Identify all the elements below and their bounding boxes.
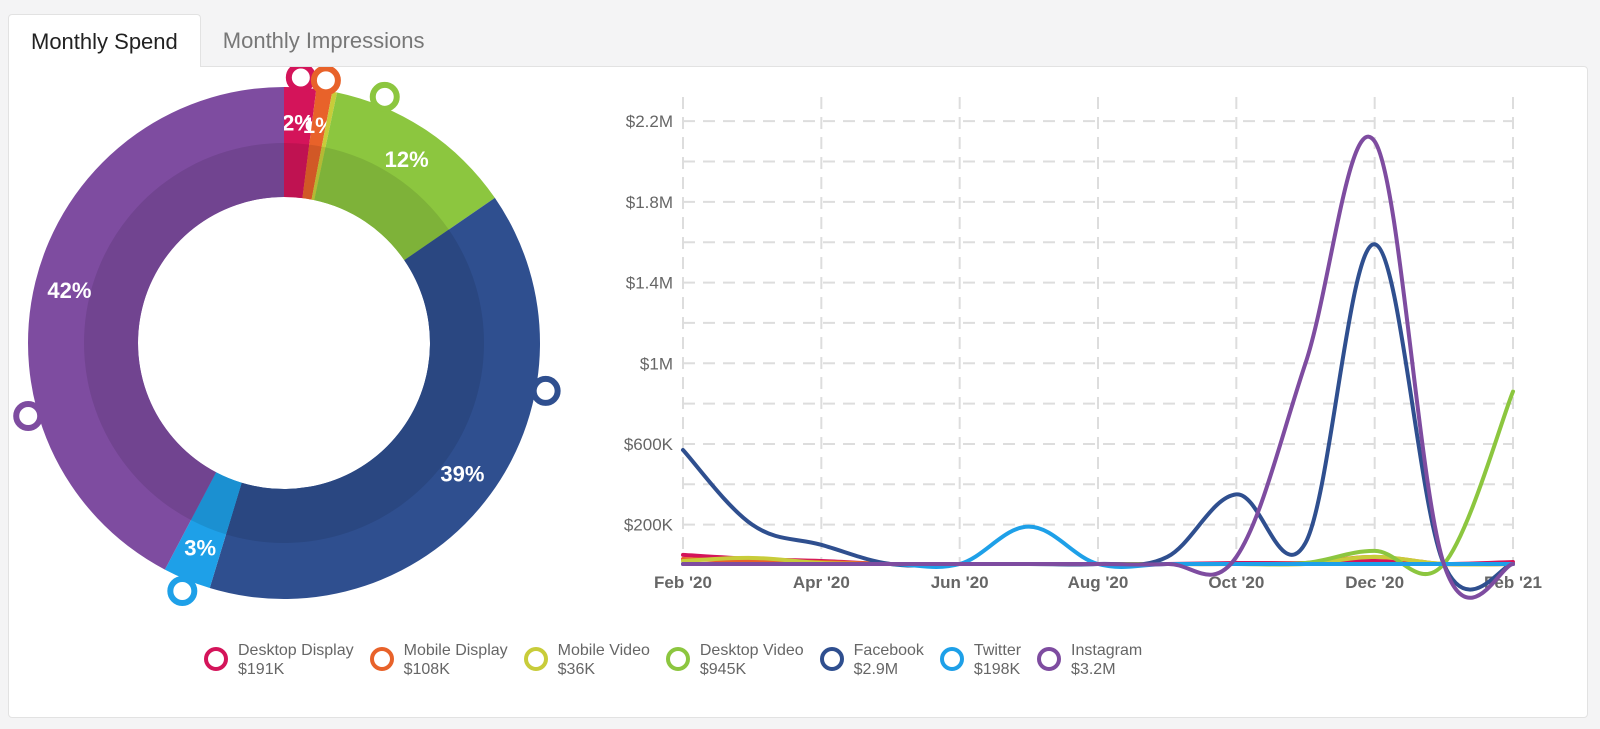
legend-value: $36K [557, 661, 596, 678]
legend-label: Mobile Video [557, 642, 650, 659]
donut-marker-mobile-display[interactable] [310, 67, 341, 96]
x-tick-label: Jun '20 [931, 573, 989, 592]
legend-item-mobile-video[interactable]: Mobile Video $36K [523, 641, 650, 679]
legend-item-desktop-video[interactable]: Desktop Video $945K [665, 641, 804, 679]
legend-marker [1037, 647, 1062, 671]
legend-item-desktop-display[interactable]: Desktop Display $191K [204, 641, 354, 679]
series-line-facebook[interactable] [681, 242, 1515, 592]
legend-item-twitter[interactable]: Twitter $198K [939, 641, 1022, 679]
legend-value: $2.9M [853, 661, 899, 678]
legend-marker [204, 647, 228, 671]
tab-monthly-impressions[interactable]: Monthly Impressions [222, 28, 425, 53]
donut-slice-label: 3% [184, 535, 216, 560]
legend-item-facebook[interactable]: Facebook $2.9M [819, 641, 924, 679]
x-tick-label: Feb '20 [654, 573, 712, 592]
series-line-instagram[interactable] [681, 134, 1515, 600]
donut-slice-label: 39% [440, 461, 484, 486]
legend-label: Desktop Video [699, 642, 804, 659]
legend-marker [665, 647, 690, 671]
legend-label: Twitter [973, 642, 1022, 659]
legend: Desktop Display $191K Mobile Display $108K… [204, 641, 1158, 679]
donut-slice-mobile-display[interactable] [302, 89, 333, 200]
donut-slice-mobile-video[interactable] [311, 91, 338, 201]
legend-label: Desktop Display [238, 642, 354, 659]
legend-value: $198K [973, 661, 1021, 678]
x-tick-label: Dec '20 [1345, 573, 1404, 592]
legend-value: $3.2M [1071, 661, 1116, 678]
legend-marker [939, 647, 964, 671]
chart-panel: 2% 1% 12% 39% 3% 42% $200K $600K $1M $1.4M $1.8M $… [8, 66, 1588, 718]
donut-slice-label: 2% [282, 110, 314, 135]
line-chart: $200K $600K $1M $1.4M $1.8M $2.2M Feb '20 Apr '… [624, 97, 1542, 600]
legend-label: Mobile Display [403, 642, 508, 659]
y-tick-label: $200K [624, 516, 674, 535]
donut-marker-twitter[interactable] [167, 575, 198, 606]
donut-chart: 2%1%12%39%3%42% [13, 67, 561, 606]
donut-marker-desktop-video[interactable] [369, 81, 400, 112]
legend-item-mobile-display[interactable]: Mobile Display $108K [369, 641, 508, 679]
legend-marker [523, 647, 548, 671]
tab-monthly-spend[interactable]: Monthly Spend [8, 14, 201, 67]
y-tick-label: $600K [624, 435, 674, 454]
donut-slice-label: 12% [385, 147, 429, 172]
y-tick-label: $1.8M [626, 193, 673, 212]
donut-slice-desktop-display[interactable] [284, 87, 317, 199]
series-lines [681, 134, 1515, 600]
y-tick-label: $2.2M [626, 112, 673, 131]
donut-slice-desktop-video[interactable] [314, 92, 495, 261]
legend-marker [369, 647, 394, 671]
tab-bar: Monthly Spend Monthly Impressions [8, 14, 447, 67]
legend-value: $191K [238, 661, 285, 678]
legend-label: Instagram [1071, 642, 1143, 659]
legend-value: $945K [699, 661, 747, 678]
x-tick-label: Aug '20 [1068, 573, 1129, 592]
legend-item-instagram[interactable]: Instagram $3.2M [1037, 641, 1142, 679]
donut-slice-facebook[interactable] [209, 197, 541, 600]
legend-label: Facebook [853, 642, 924, 659]
y-tick-label: $1.4M [626, 274, 673, 293]
y-tick-label: $1M [640, 354, 673, 373]
donut-marker-facebook[interactable] [530, 375, 561, 406]
donut-slice-label: 42% [47, 278, 91, 303]
donut-marker-instagram[interactable] [13, 400, 44, 431]
legend-marker [819, 647, 844, 671]
grid [682, 97, 1514, 565]
donut-slice-twitter[interactable] [164, 472, 242, 588]
legend-value: $108K [403, 661, 450, 678]
x-tick-label: Apr '20 [793, 573, 850, 592]
x-tick-label: Oct '20 [1208, 573, 1264, 592]
donut-slice-instagram[interactable] [28, 87, 285, 570]
